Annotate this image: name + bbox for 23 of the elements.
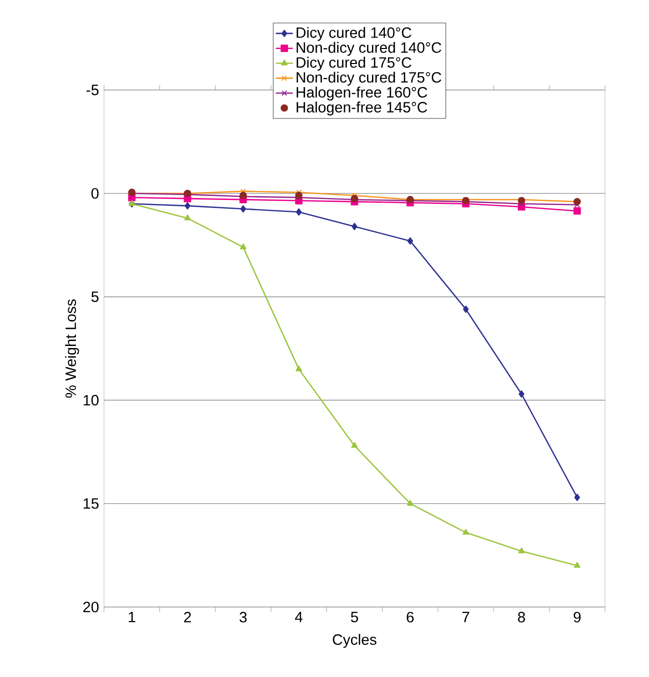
legend-label: Dicy cured 175°C [296,56,412,71]
legend-label: Dicy cured 140°C [296,26,412,41]
y-tick-label: 10 [84,394,99,406]
legend-label: Halogen-free 145°C [296,102,428,116]
y-tick-label: 5 [91,292,99,302]
y-tick-label: 15 [84,498,99,509]
legend-label: Non-dicy cured 140°C [296,42,442,56]
y-tick-label: 20 [83,602,99,612]
x-axis-title: Cycles [332,634,376,648]
x-tick-label: 6 [406,612,414,622]
legend-label: Halogen-free 160°C [296,86,428,101]
x-tick-label: 8 [518,612,525,622]
y-axis-title: % Weight Loss [65,299,80,398]
y-tick-label: 0 [91,188,99,199]
x-tick-label: 5 [350,612,358,622]
x-tick-label: 9 [574,612,581,622]
legend-label: Non-dicy cured 175°C [296,72,442,86]
x-tick-label: 7 [462,612,470,622]
x-tick-label: 2 [184,612,191,622]
x-tick-label: 4 [295,612,303,622]
y-tick-label: -5 [86,84,99,96]
x-tick-label: 1 [128,612,136,622]
x-tick-label: 3 [240,612,247,622]
